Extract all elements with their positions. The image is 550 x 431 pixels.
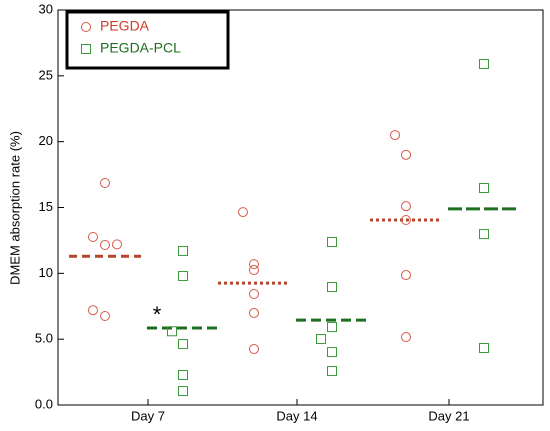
point bbox=[249, 259, 259, 270]
legend-label: PEGDA-PCL bbox=[100, 40, 181, 56]
legend-marker bbox=[81, 44, 91, 54]
point bbox=[88, 305, 98, 316]
point bbox=[401, 201, 411, 212]
x-tick-label: Day 21 bbox=[428, 408, 469, 423]
point bbox=[401, 149, 411, 160]
point bbox=[479, 229, 489, 240]
point bbox=[249, 289, 259, 300]
point bbox=[249, 265, 259, 276]
y-tick-label: 20 bbox=[39, 133, 53, 148]
point bbox=[112, 239, 122, 250]
y-tick-label: 10 bbox=[39, 265, 53, 280]
annotation: * bbox=[153, 302, 162, 327]
y-tick-label: 5.0 bbox=[35, 331, 53, 346]
y-tick-label: 0.0 bbox=[35, 396, 53, 411]
point bbox=[178, 369, 188, 380]
point bbox=[327, 347, 337, 358]
x-tick-label: Day 14 bbox=[276, 408, 317, 423]
legend-marker bbox=[81, 22, 91, 32]
x-tick-label: Day 7 bbox=[131, 408, 165, 423]
point bbox=[327, 322, 337, 333]
point bbox=[100, 178, 110, 189]
legend-box bbox=[65, 10, 230, 70]
point bbox=[401, 215, 411, 226]
point bbox=[178, 245, 188, 256]
point bbox=[238, 207, 248, 218]
y-tick-label: 30 bbox=[39, 1, 53, 16]
point bbox=[100, 240, 110, 251]
point bbox=[390, 130, 400, 141]
point bbox=[249, 307, 259, 318]
point bbox=[178, 339, 188, 350]
point bbox=[479, 183, 489, 194]
point bbox=[479, 342, 489, 353]
point bbox=[327, 236, 337, 247]
point bbox=[327, 366, 337, 377]
point bbox=[401, 270, 411, 281]
legend-label: PEGDA bbox=[100, 18, 150, 34]
y-tick-label: 25 bbox=[39, 67, 53, 82]
point bbox=[479, 58, 489, 69]
point bbox=[327, 282, 337, 293]
point bbox=[100, 310, 110, 321]
point bbox=[249, 344, 259, 355]
point bbox=[316, 334, 326, 345]
point bbox=[88, 231, 98, 242]
point bbox=[401, 332, 411, 343]
y-axis-label: DMEM absorption rate (%) bbox=[7, 131, 22, 285]
point bbox=[178, 386, 188, 397]
point bbox=[167, 326, 177, 337]
point bbox=[178, 270, 188, 281]
y-tick-label: 15 bbox=[39, 199, 53, 214]
